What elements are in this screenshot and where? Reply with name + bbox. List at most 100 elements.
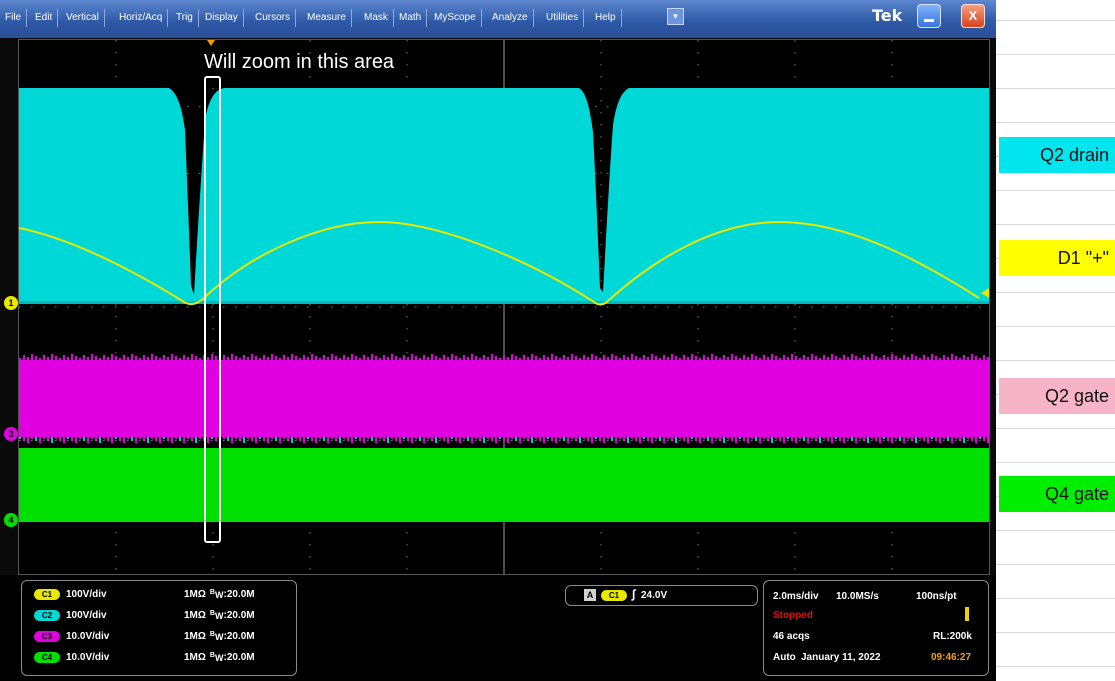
grid-dot <box>439 306 441 308</box>
noise-tick <box>195 356 197 360</box>
noise-tick <box>747 357 749 360</box>
ch3-ground-marker[interactable]: 3 <box>4 427 18 441</box>
grid-dot <box>212 304 214 306</box>
grid-dot <box>187 106 189 108</box>
noise-tick <box>743 437 745 441</box>
waveform-display[interactable]: Will zoom in this area <box>18 39 990 575</box>
noise-tick <box>851 354 853 360</box>
noise-tick <box>111 354 113 360</box>
trigger-position-marker[interactable] <box>207 40 215 46</box>
channel-impedance: 1MΩ BW:20.0M <box>184 652 255 663</box>
grid-dot <box>891 40 893 42</box>
noise-tick <box>843 355 845 360</box>
grid-dot <box>697 52 699 54</box>
ch1-level-marker[interactable] <box>981 288 989 298</box>
noise-tick <box>835 437 837 439</box>
menu-item-myscope[interactable]: MyScope <box>429 9 482 27</box>
channel-row[interactable]: C3 10.0V/div 1MΩ BW:20.0M <box>34 631 255 647</box>
page-rule-line <box>996 122 1115 123</box>
ch1-ground-marker[interactable]: 1 <box>4 296 18 310</box>
noise-tick <box>391 354 393 360</box>
noise-tick <box>683 355 685 360</box>
noise-tick <box>739 358 741 360</box>
noise-tick <box>231 354 233 360</box>
grid-dot <box>307 440 309 441</box>
grid-dot <box>600 544 602 546</box>
grid-dot <box>115 52 117 54</box>
channel-row[interactable]: C1 100V/div 1MΩ BW:20.0M <box>34 589 255 605</box>
channel-row[interactable]: C2 100V/div 1MΩ BW:20.0M <box>34 610 255 626</box>
grid-dot <box>309 304 311 306</box>
grid-dot <box>967 440 969 441</box>
noise-tick <box>555 356 557 360</box>
channel-settings-panel[interactable]: C1 100V/div 1MΩ BW:20.0M C2 100V/div 1MΩ BW:20.… <box>21 580 297 676</box>
noise-tick <box>71 354 73 360</box>
grid-dot <box>309 544 311 546</box>
noise-tick <box>559 358 561 360</box>
noise-tick <box>759 437 761 443</box>
grid-dot <box>331 306 333 308</box>
channel-row[interactable]: C4 10.0V/div 1MΩ BW:20.0M <box>34 652 255 668</box>
noise-tick <box>659 437 661 441</box>
noise-tick <box>831 354 833 360</box>
menu-item-horiz-acq[interactable]: Horiz/Acq <box>114 9 169 27</box>
menu-item-cursors[interactable]: Cursors <box>250 9 297 27</box>
menu-item-help[interactable]: Help <box>590 9 622 27</box>
impedance-value: 1MΩ <box>184 652 206 663</box>
noise-tick <box>927 357 929 360</box>
grid-dot <box>487 440 489 441</box>
noise-tick <box>467 437 469 441</box>
noise-tick <box>799 358 801 360</box>
noise-tick <box>739 437 741 439</box>
noise-tick <box>595 356 597 360</box>
noise-tick <box>391 437 393 439</box>
close-button[interactable]: X <box>961 4 985 28</box>
grid-dot <box>600 76 602 78</box>
grid-dot <box>139 440 141 441</box>
grid-dot <box>19 306 21 308</box>
noise-tick <box>695 437 697 441</box>
ch4-ground-marker[interactable]: 4 <box>4 513 18 527</box>
noise-tick <box>875 356 877 360</box>
menu-item-trig[interactable]: Trig <box>171 9 199 27</box>
noise-tick <box>643 437 645 439</box>
acquisition-count: 46 acqs <box>773 631 810 642</box>
menu-item-file[interactable]: File <box>0 9 28 27</box>
grid-dot <box>600 88 602 90</box>
noise-tick <box>639 358 641 360</box>
acquisition-panel[interactable]: 2.0ms/div 10.0MS/s 100ns/pt Stopped 46 a… <box>763 580 989 676</box>
ch4-waveform <box>19 448 989 522</box>
menu-dropdown-button[interactable]: ▾ <box>667 8 684 25</box>
grid-dot <box>697 568 699 570</box>
noise-tick <box>715 437 717 439</box>
grid-dot <box>847 306 849 308</box>
grid-dot <box>115 532 117 534</box>
noise-tick <box>491 437 493 441</box>
noise-tick <box>51 354 53 360</box>
grid-dot <box>943 306 945 308</box>
menu-item-vertical[interactable]: Vertical <box>61 9 105 27</box>
menu-item-mask[interactable]: Mask <box>359 9 394 27</box>
menu-item-utilities[interactable]: Utilities <box>541 9 585 27</box>
noise-tick <box>871 354 873 360</box>
grid-dot <box>523 306 525 308</box>
grid-dot <box>823 440 825 441</box>
grid-dot <box>891 64 893 66</box>
grid-dot <box>907 440 909 441</box>
noise-tick <box>531 437 533 443</box>
minimize-button[interactable] <box>917 4 941 28</box>
noise-tick <box>143 437 145 441</box>
grid-dot <box>499 306 501 308</box>
menu-item-measure[interactable]: Measure <box>302 9 352 27</box>
noise-tick <box>79 437 81 439</box>
noise-tick <box>327 437 329 443</box>
run-indicator-icon <box>965 607 969 621</box>
grid-dot <box>259 306 261 308</box>
menu-item-edit[interactable]: Edit <box>30 9 59 27</box>
noise-tick <box>43 437 45 439</box>
noise-tick <box>779 358 781 360</box>
menu-item-analyze[interactable]: Analyze <box>487 9 534 27</box>
menu-item-math[interactable]: Math <box>394 9 428 27</box>
menu-item-display[interactable]: Display <box>200 9 244 27</box>
trigger-panel[interactable]: A C1 ∫ 24.0V <box>565 585 758 606</box>
